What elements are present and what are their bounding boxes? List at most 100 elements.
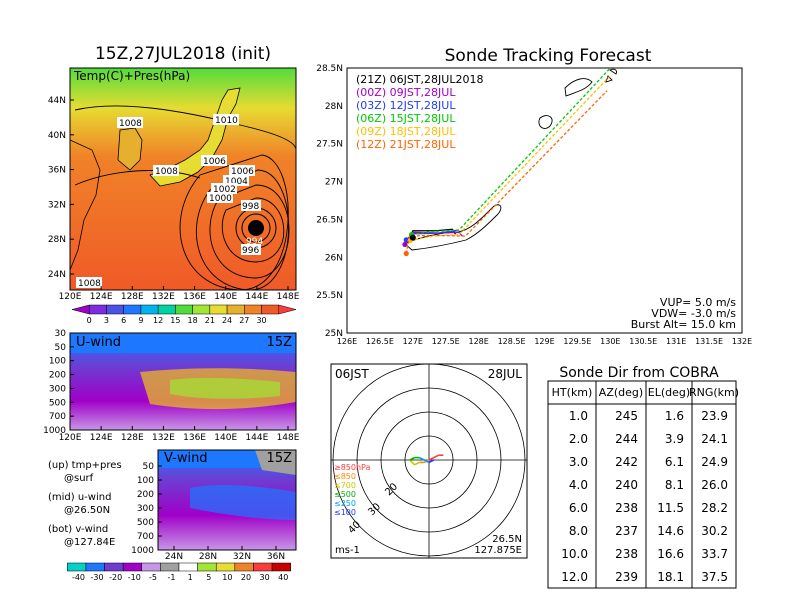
v-wind-blue-region	[190, 485, 296, 520]
wind-colorbar-swatch	[122, 562, 143, 572]
colorbar-swatch	[175, 304, 193, 315]
wind-colorbar-swatch	[141, 562, 161, 572]
tracking-x-tick: 127E	[403, 337, 423, 346]
tracking-x-tick: 130E	[600, 337, 620, 346]
table-cell: 245	[615, 409, 638, 423]
wind-colorbar-swatch	[215, 562, 236, 572]
map-y-tick: 36N	[48, 166, 66, 176]
temperature-colorbar: 0 3 6 9 12 15 18 21 24 27 30	[71, 304, 297, 325]
colorbar-tick: 18	[188, 316, 198, 325]
u-x-tick: 132E	[152, 433, 175, 443]
contour-label: 1008	[119, 119, 142, 129]
legend-up-line1: (up) tmp+pres	[48, 460, 122, 471]
tracking-legend-3: (06Z) 15JST,28JUL	[356, 112, 456, 125]
wind-colorbar-swatch	[85, 562, 105, 572]
table-cell: 240	[615, 478, 638, 492]
map-x-tick: 148E	[277, 292, 300, 302]
wind-colorbar-tick: -40	[72, 573, 85, 582]
colorbar-tick: 0	[87, 316, 92, 325]
wind-colorbar-swatch	[197, 562, 217, 572]
china-coast	[69, 139, 101, 271]
param-burst: Burst Alt= 15.0 km	[631, 318, 736, 331]
u-wind-plot: U-wind 15Z	[69, 332, 297, 431]
u-wind-y-axis: 30 50 100 200 300 500 700 1000	[43, 329, 74, 436]
colorbar-tick: 30	[256, 316, 266, 325]
u-x-tick: 140E	[214, 433, 237, 443]
map-x-tick: 128E	[121, 292, 144, 302]
table-cell: 14.6	[657, 524, 684, 538]
u-x-tick: 124E	[90, 433, 113, 443]
wind-colorbar-swatch	[271, 562, 291, 572]
tracking-title: Sonde Tracking Forecast	[445, 46, 652, 66]
contour-label: 1008	[155, 167, 178, 177]
track-start-point	[403, 250, 409, 257]
level-label: ≤700	[334, 481, 356, 490]
table-cell: 18.1	[657, 570, 684, 584]
tracking-x-tick: 132E	[732, 337, 752, 346]
wind-colorbar-tick: 5	[206, 573, 211, 582]
tracking-x-tick: 126E	[337, 337, 357, 346]
u-y-tick: 50	[55, 343, 67, 353]
colorbar-tick: 15	[170, 316, 180, 325]
legend-mid-line2: @26.50N	[64, 505, 110, 516]
v-y-tick: 200	[137, 490, 154, 500]
contour-label: 1006	[231, 167, 254, 177]
track-series-line	[405, 90, 608, 254]
u-x-tick: 136E	[183, 433, 206, 443]
table-cell: 237	[615, 524, 638, 538]
table-cell: 30.2	[701, 524, 728, 538]
polar-lon: 127.875E	[474, 545, 522, 556]
level-label: ≤100	[334, 508, 356, 517]
polar-time: 06JST	[335, 367, 369, 381]
table-cell: 8.0	[569, 524, 588, 538]
tracking-legend-4: (09Z) 18JST,28JUL	[356, 125, 456, 138]
table-cell: 4.0	[569, 478, 588, 492]
table-border	[547, 380, 737, 589]
tracking-params: VUP= 5.0 m/s VDW= -3.0 m/s Burst Alt= 15…	[631, 296, 737, 331]
map-subtitle: Temp(C)+Pres(hPa)	[73, 69, 190, 83]
v-wind-time: 15Z	[267, 451, 293, 466]
table-cell: 6.1	[665, 455, 684, 469]
map-x-tick: 124E	[90, 292, 113, 302]
table-header: RNG(km)	[689, 386, 739, 399]
table-cell: 11.5	[657, 501, 684, 515]
wind-colorbar: -40 -30 -20 -10 -5 -1 1 5 10 20 30 40	[67, 562, 291, 582]
cobra-table: Sonde Dir from COBRA HT(km) AZ(deg) EL(deg…	[547, 365, 739, 589]
table-title: Sonde Dir from COBRA	[559, 365, 719, 381]
u-wind-label: U-wind	[76, 335, 121, 350]
table-header: HT(km)	[552, 386, 593, 399]
tracking-legend-1: (00Z) 09JST,28JUL	[356, 86, 456, 99]
map-x-axis: 120E 124E 128E 132E 136E 140E 144E 148E	[59, 286, 300, 302]
legend-mid-line1: (mid) u-wind	[48, 492, 111, 503]
map-y-axis: 44N 40N 36N 32N 28N 24N	[48, 96, 74, 280]
table-cell: 238	[615, 501, 638, 515]
wind-colorbar-swatch	[253, 562, 273, 572]
table-cell: 33.7	[701, 547, 728, 561]
u-y-tick: 1000	[43, 426, 66, 436]
table-cell: 3.9	[665, 432, 684, 446]
wind-colorbar-tick: 20	[241, 573, 251, 582]
colorbar-swatch	[71, 304, 90, 315]
map-x-tick: 144E	[245, 292, 268, 302]
polar-lat: 26.5N	[492, 534, 522, 545]
map-y-tick: 32N	[48, 200, 66, 210]
u-y-tick: 500	[49, 398, 66, 408]
tracking-x-tick: 131E	[666, 337, 686, 346]
wind-colorbar-tick: -10	[128, 573, 141, 582]
colorbar-swatch	[106, 304, 124, 315]
table-cell: 239	[615, 570, 638, 584]
u-y-tick: 30	[55, 329, 67, 339]
hodograph	[409, 454, 444, 466]
colorbar-tick: 9	[138, 316, 143, 325]
table-cell: 2.0	[569, 432, 588, 446]
wind-colorbar-tick: -1	[168, 573, 176, 582]
colorbar-swatch	[209, 304, 228, 315]
u-y-tick: 700	[49, 412, 66, 422]
map-y-tick: 40N	[48, 131, 66, 141]
v-y-tick: 500	[137, 518, 154, 528]
table-cell: 244	[615, 432, 638, 446]
tracking-legend: (21Z) 06JST,28JUL2018 (00Z) 09JST,28JUL …	[356, 73, 483, 151]
tracking-plot: (21Z) 06JST,28JUL2018 (00Z) 09JST,28JUL …	[346, 67, 743, 334]
v-y-tick: 300	[137, 504, 154, 514]
wind-colorbar-tick: -20	[109, 573, 122, 582]
